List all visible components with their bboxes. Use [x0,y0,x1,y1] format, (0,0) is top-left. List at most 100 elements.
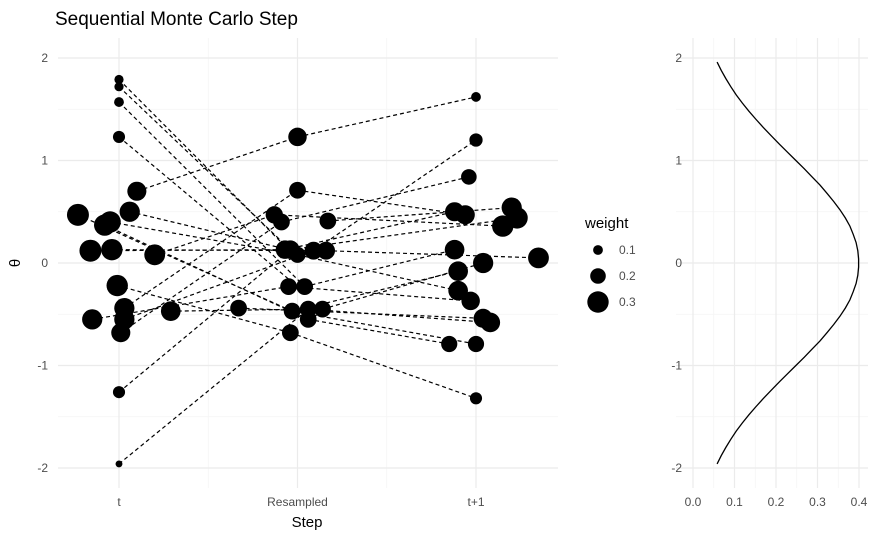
particle-point [448,280,468,301]
particle-point [289,246,306,263]
connection-line [297,189,466,216]
main-panel [58,38,558,488]
y-tick-label: 2 [41,51,48,65]
density-x-tick-label: 0.3 [809,495,826,509]
density-y-tick-label: -2 [671,461,682,475]
particle-point [469,133,483,147]
connection-line [326,250,539,259]
particle-point [296,278,314,295]
density-y-tick-label: 1 [675,154,682,168]
particle-point [314,300,331,318]
particle-point [112,130,126,143]
particle-point [127,181,147,201]
particle-point [66,203,89,226]
particle-point [471,92,481,102]
connection-line [297,96,477,138]
connection-lines [77,79,539,465]
x-tick-label: Resampled [267,495,328,509]
particle-point [101,238,123,261]
connection-line [124,250,314,320]
chart-title: Sequential Monte Carlo Step [55,9,298,30]
particle-point [461,291,480,311]
connection-line [313,139,477,252]
connection-line [308,308,491,324]
main-y-tick-labels: 2 1 0 -1 -2 [37,51,48,475]
x-axis-title: Step [292,514,323,531]
particle-point [317,241,336,260]
density-x-tick-labels: 0.0 0.1 0.2 0.3 0.4 [685,495,868,509]
connection-line [308,318,450,345]
particle-point [160,301,181,322]
particle-point [112,386,126,399]
particle-point [288,127,307,147]
particle-point [144,244,166,266]
particle-point [283,302,301,320]
legend-label: 0.3 [619,295,636,309]
connection-line [118,101,306,288]
particle-point [106,274,128,297]
density-y-tick-label: -1 [671,359,682,373]
particle-point [528,247,549,269]
particle-point [480,312,501,333]
particle-point [94,214,116,236]
particle-point [115,460,123,468]
y-tick-label: -2 [37,461,48,475]
density-x-tick-label: 0.4 [851,495,868,509]
density-y-tick-label: 0 [675,256,682,270]
connection-line [118,136,298,288]
particle-point [82,309,103,330]
connection-line [290,332,477,399]
particle-point [281,324,299,342]
connection-line [327,207,512,222]
particle-point [319,212,337,230]
particle-point [467,335,485,353]
particle-point [455,205,475,225]
connection-line [129,211,289,251]
particle-point [114,82,124,92]
density-y-tick-labels: 2 1 0 -1 -2 [671,51,682,475]
main-x-tick-labels: t Resampled t+1 [117,495,485,509]
particle-point [461,169,477,185]
connection-line [288,285,471,302]
connection-line [118,79,289,251]
density-panel [676,38,868,488]
connection-line [304,249,455,288]
legend-label: 0.1 [619,243,636,257]
particle-point [114,97,124,107]
particle-point [492,215,514,237]
density-y-tick-label: 2 [675,51,682,65]
particle-point [273,213,290,231]
density-x-tick-label: 0.2 [768,495,785,509]
legend-label: 0.2 [619,269,636,283]
x-tick-label: t [117,495,121,509]
particle-point [299,310,317,328]
density-x-tick-label: 0.0 [685,495,702,509]
connection-line [109,221,298,256]
particle-point [469,392,483,405]
particle-point [230,299,247,317]
connection-line [120,221,282,334]
density-curve [716,61,860,465]
particle-point [289,181,306,199]
connection-line [92,285,289,320]
connection-line [154,214,275,256]
density-x-tick-label: 0.1 [726,495,743,509]
y-tick-label: 0 [41,256,48,270]
legend-key [590,268,606,284]
particle-point [119,201,140,222]
particle-point [473,252,494,274]
legend-key [593,245,603,255]
x-tick-label: t+1 [467,495,484,509]
connection-line [118,308,309,465]
particle-point [111,323,131,343]
connection-line [104,224,309,320]
connection-line [117,284,291,334]
particle-point [441,335,458,353]
particle-point [448,261,468,282]
connection-line [118,249,291,393]
particle-point [114,74,124,85]
y-tick-label: -1 [37,359,48,373]
